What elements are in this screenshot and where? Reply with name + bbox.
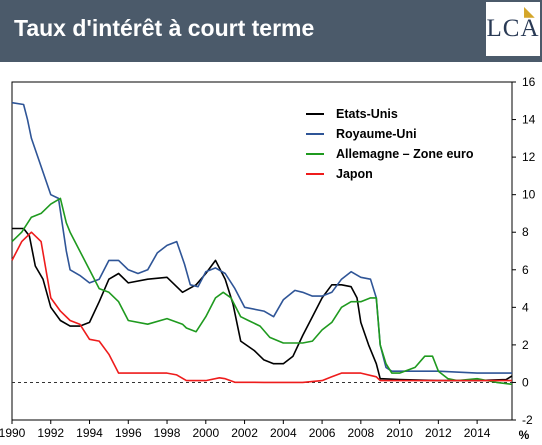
x-tick-label: 1994 (76, 426, 103, 440)
x-tick-label: 2012 (425, 426, 452, 440)
x-tick-label: 2002 (231, 426, 258, 440)
x-tick-label: 1992 (37, 426, 64, 440)
header-bar: Taux d'intérêt à court terme ◣ LCA (0, 0, 542, 62)
x-tick-label: 2000 (192, 426, 219, 440)
y-tick-label: 0 (522, 375, 529, 389)
legend-label-1: Royaume-Uni (336, 127, 417, 141)
y-tick-label: 16 (522, 75, 536, 89)
series-line-1 (11, 101, 512, 374)
plot-frame (11, 81, 513, 421)
y-tick-label: 12 (522, 150, 536, 164)
y-tick-label: 4 (522, 300, 529, 314)
y-tick-label: -2 (522, 413, 533, 427)
y-tick-label: 8 (522, 225, 529, 239)
series-line-3 (11, 231, 512, 384)
series-line-2 (11, 197, 513, 386)
y-tick-label: 10 (522, 188, 536, 202)
page-title: Taux d'intérêt à court terme (14, 15, 315, 41)
x-tick-label: 2008 (347, 426, 374, 440)
y-tick-label: 6 (522, 263, 529, 277)
x-tick-label: 1998 (154, 426, 181, 440)
series-line-0 (12, 227, 513, 382)
y-tick-label: 2 (522, 338, 529, 352)
legend-label-3: Japon (336, 167, 373, 181)
legend-label-2: Allemagne – Zone euro (336, 147, 474, 161)
chart-axes: -2 0 2 4 6 8 10 12 14 16 1990 1992 1994 1996 1998 2000 2… (0, 75, 536, 442)
chart-legend: Etats-Unis Royaume-Uni Allemagne – Zone eu… (306, 107, 474, 181)
y-tick-label: 14 (522, 113, 536, 127)
lca-logo: ◣ LCA (486, 2, 540, 56)
y-unit-label: % (519, 428, 530, 442)
logo-text: LCA (486, 15, 540, 42)
x-tick-label: 2010 (386, 426, 413, 440)
x-tick-label: 2006 (309, 426, 336, 440)
chart-series (11, 101, 513, 386)
legend-label-0: Etats-Unis (336, 107, 398, 121)
x-tick-label: 2004 (270, 426, 297, 440)
x-tick-label: 1990 (0, 426, 26, 440)
x-tick-label: 2014 (464, 426, 491, 440)
x-tick-label: 1996 (115, 426, 142, 440)
logo-accent-mark: ◣ (524, 5, 535, 20)
